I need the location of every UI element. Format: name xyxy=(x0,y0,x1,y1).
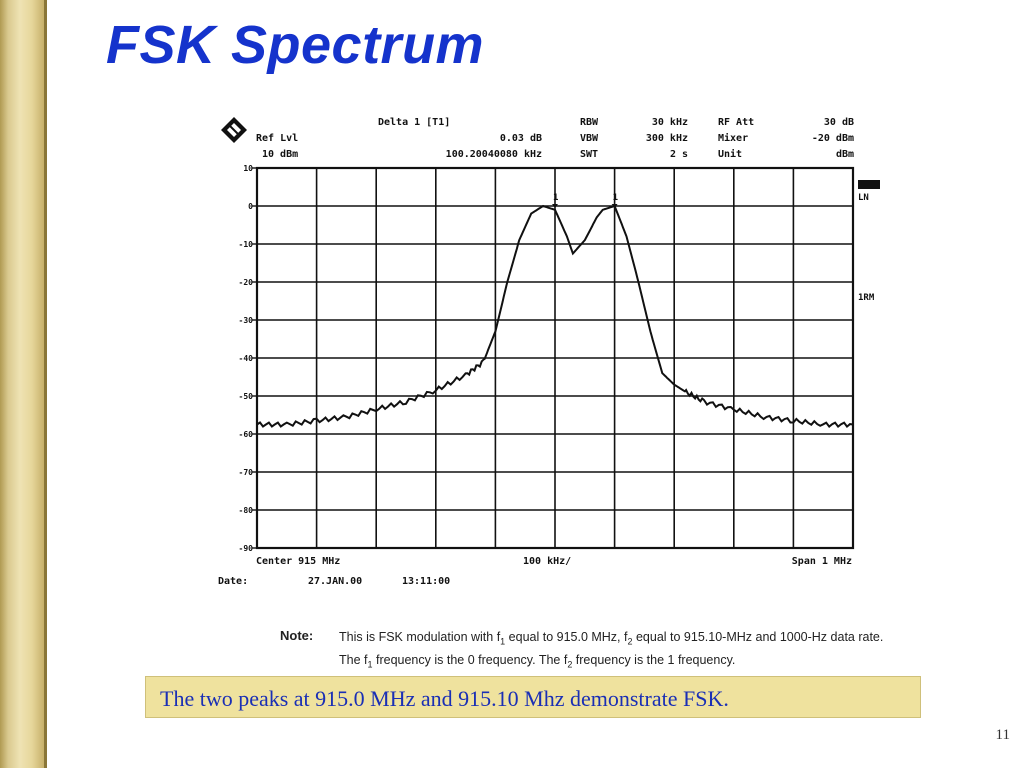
division-label: 100 kHz/ xyxy=(523,556,571,567)
mixer-value: -20 dBm xyxy=(812,133,854,144)
y-tick-label: -90 xyxy=(239,544,254,553)
marker-triangle xyxy=(611,204,618,208)
y-tick-label: -10 xyxy=(239,240,254,249)
mixer-label: Mixer xyxy=(718,132,748,144)
rf-att-label: RF Att xyxy=(718,117,754,128)
note-line2-part-a: The f xyxy=(339,652,368,667)
marker-level: 0.03 dB xyxy=(500,133,542,144)
rbw-label: RBW xyxy=(580,117,599,128)
note-line1-part-a: This is FSK modulation with f xyxy=(339,630,501,644)
marker-label: 1 xyxy=(553,193,558,203)
spectrum-analyzer-screenshot: Ref Lvl 10 dBm Delta 1 [T1] 0.03 dB 100.… xyxy=(200,108,900,598)
note-line2-part-b: frequency is the 0 frequency. The f xyxy=(372,652,568,667)
note-label: Note: xyxy=(280,628,314,643)
note-line-2: The f1 frequency is the 0 frequency. The… xyxy=(339,651,959,674)
note-line-1: This is FSK modulation with f1 equal to … xyxy=(339,628,959,651)
plot-area: 10 0 -10 -20 -30 -40 -50 -60 -70 -80 -90 1 1 xyxy=(239,164,855,553)
note-line2-sub-2: 2 xyxy=(567,659,573,669)
slide-title: FSK Spectrum xyxy=(106,15,485,75)
date-value: 27.JAN.00 xyxy=(308,576,362,587)
y-tick-label: -30 xyxy=(239,316,254,325)
ref-lvl-value: 10 dBm xyxy=(262,149,298,160)
note-line1-sub-2: 2 xyxy=(627,636,633,647)
y-tick-label: -70 xyxy=(239,468,254,477)
spectrum-chart-svg: Ref Lvl 10 dBm Delta 1 [T1] 0.03 dB 100.… xyxy=(218,117,880,587)
note-text: This is FSK modulation with f1 equal to … xyxy=(339,628,959,673)
y-tick-label: 0 xyxy=(248,202,253,211)
y-tick-label: -80 xyxy=(239,506,254,515)
rohde-schwarz-logo-icon xyxy=(221,117,247,143)
marker-triangle xyxy=(552,204,558,208)
unit-label: Unit xyxy=(718,148,742,160)
note-line2-part-c: frequency is the 1 frequency. xyxy=(572,652,736,667)
caption-box: The two peaks at 915.0 MHz and 915.10 Mh… xyxy=(145,676,921,718)
ln-label: LN xyxy=(858,193,869,203)
y-tick-label: -50 xyxy=(239,392,254,401)
note-line1-part-b: equal to 915.0 MHz, f xyxy=(505,630,628,644)
ln-indicator-block xyxy=(858,180,880,189)
span-label: Span 1 MHz xyxy=(792,556,852,567)
vbw-value: 300 kHz xyxy=(646,133,688,144)
marker-frequency: 100.20040080 kHz xyxy=(446,149,542,160)
unit-value: dBm xyxy=(836,149,854,160)
side-bar-divider xyxy=(44,0,47,768)
rf-att-value: 30 dB xyxy=(824,117,854,128)
y-tick-label: -60 xyxy=(239,430,254,439)
marker-label: 1 xyxy=(613,193,618,203)
center-frequency-label: Center 915 MHz xyxy=(256,556,340,567)
trace-mode-label: 1RM xyxy=(858,293,875,303)
vbw-label: VBW xyxy=(580,133,599,144)
decorative-side-bar xyxy=(0,0,44,768)
y-tick-label: -40 xyxy=(239,354,254,363)
note-line1-part-c: equal to 915.10-MHz and 1000-Hz data rat… xyxy=(632,630,884,644)
caption-text: The two peaks at 915.0 MHz and 915.10 Mh… xyxy=(160,686,729,711)
page-number: 11 xyxy=(995,727,1010,743)
note-line1-sub-1: 1 xyxy=(500,636,506,647)
marker-title: Delta 1 [T1] xyxy=(378,117,450,128)
plot-frame xyxy=(255,166,855,550)
time-value: 13:11:00 xyxy=(402,576,450,587)
swt-value: 2 s xyxy=(670,149,688,160)
rbw-value: 30 kHz xyxy=(652,117,688,128)
swt-label: SWT xyxy=(580,149,598,160)
y-tick-label: 10 xyxy=(243,164,253,173)
ref-lvl-label: Ref Lvl xyxy=(256,133,298,144)
note-line2-sub-1: 1 xyxy=(367,659,373,669)
y-tick-label: -20 xyxy=(239,278,254,287)
spectrum-trace-line xyxy=(256,204,854,429)
date-label: Date: xyxy=(218,576,248,587)
